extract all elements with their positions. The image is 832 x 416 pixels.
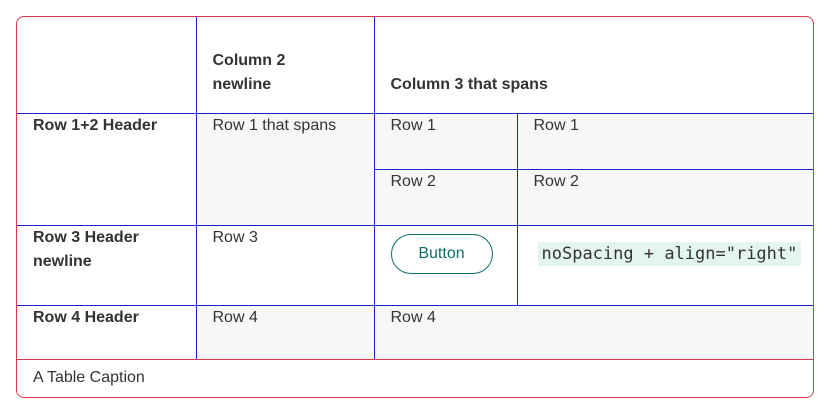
row-header-3-line-1: Row 3 Header — [33, 228, 139, 246]
header-cell-column-3: Column 3 that spans — [373, 17, 813, 114]
table-row: Row 2 Row 2 — [17, 168, 813, 226]
cell-row-4-col-2: Row 4 — [195, 304, 375, 362]
table-button[interactable]: Button — [390, 233, 493, 274]
row-header-1-2: Row 1+2 Header — [17, 112, 197, 226]
header-column-2-line-1: Column 2 — [212, 51, 286, 69]
row-header-4: Row 4 Header — [17, 304, 197, 362]
row-header-3-line-2: newline — [33, 252, 92, 270]
cell-row-4-spanning: Row 4 — [373, 304, 813, 362]
table-container: Column 2 newline Column 3 that spans Row… — [16, 16, 814, 398]
cell-row-1-col-3: Row 1 — [373, 112, 518, 170]
table-row: Row 1+2 Header Row 1 that spans Row 1 Ro… — [17, 112, 813, 226]
cell-row-2-col-3: Row 2 — [374, 168, 518, 226]
table-row: Row 3 Header newline Row 3 Button noSpac… — [17, 224, 813, 306]
header-cell-column-1 — [17, 17, 197, 114]
cell-row-2-col-4: Row 2 — [516, 168, 813, 226]
cell-row-1-spanning: Row 1 that spans — [195, 112, 375, 226]
cell-row-3-code: noSpacing + align="right" — [516, 224, 813, 306]
cell-row-3-button: Button — [373, 224, 518, 306]
data-table: Column 2 newline Column 3 that spans Row… — [17, 17, 813, 362]
header-column-2-line-2: newline — [212, 75, 272, 93]
header-cell-column-2: Column 2 newline — [195, 17, 375, 114]
table-caption-text: A Table Caption — [33, 369, 145, 386]
cell-row-3-col-2: Row 3 — [195, 224, 375, 306]
code-snippet: noSpacing + align="right" — [537, 241, 802, 266]
table-caption: A Table Caption — [17, 359, 813, 397]
row-header-3: Row 3 Header newline — [17, 224, 197, 306]
cell-row-1-col-4: Row 1 — [516, 112, 813, 170]
table-row: Row 4 Header Row 4 Row 4 — [17, 304, 813, 362]
table-header-row: Column 2 newline Column 3 that spans — [17, 17, 813, 114]
